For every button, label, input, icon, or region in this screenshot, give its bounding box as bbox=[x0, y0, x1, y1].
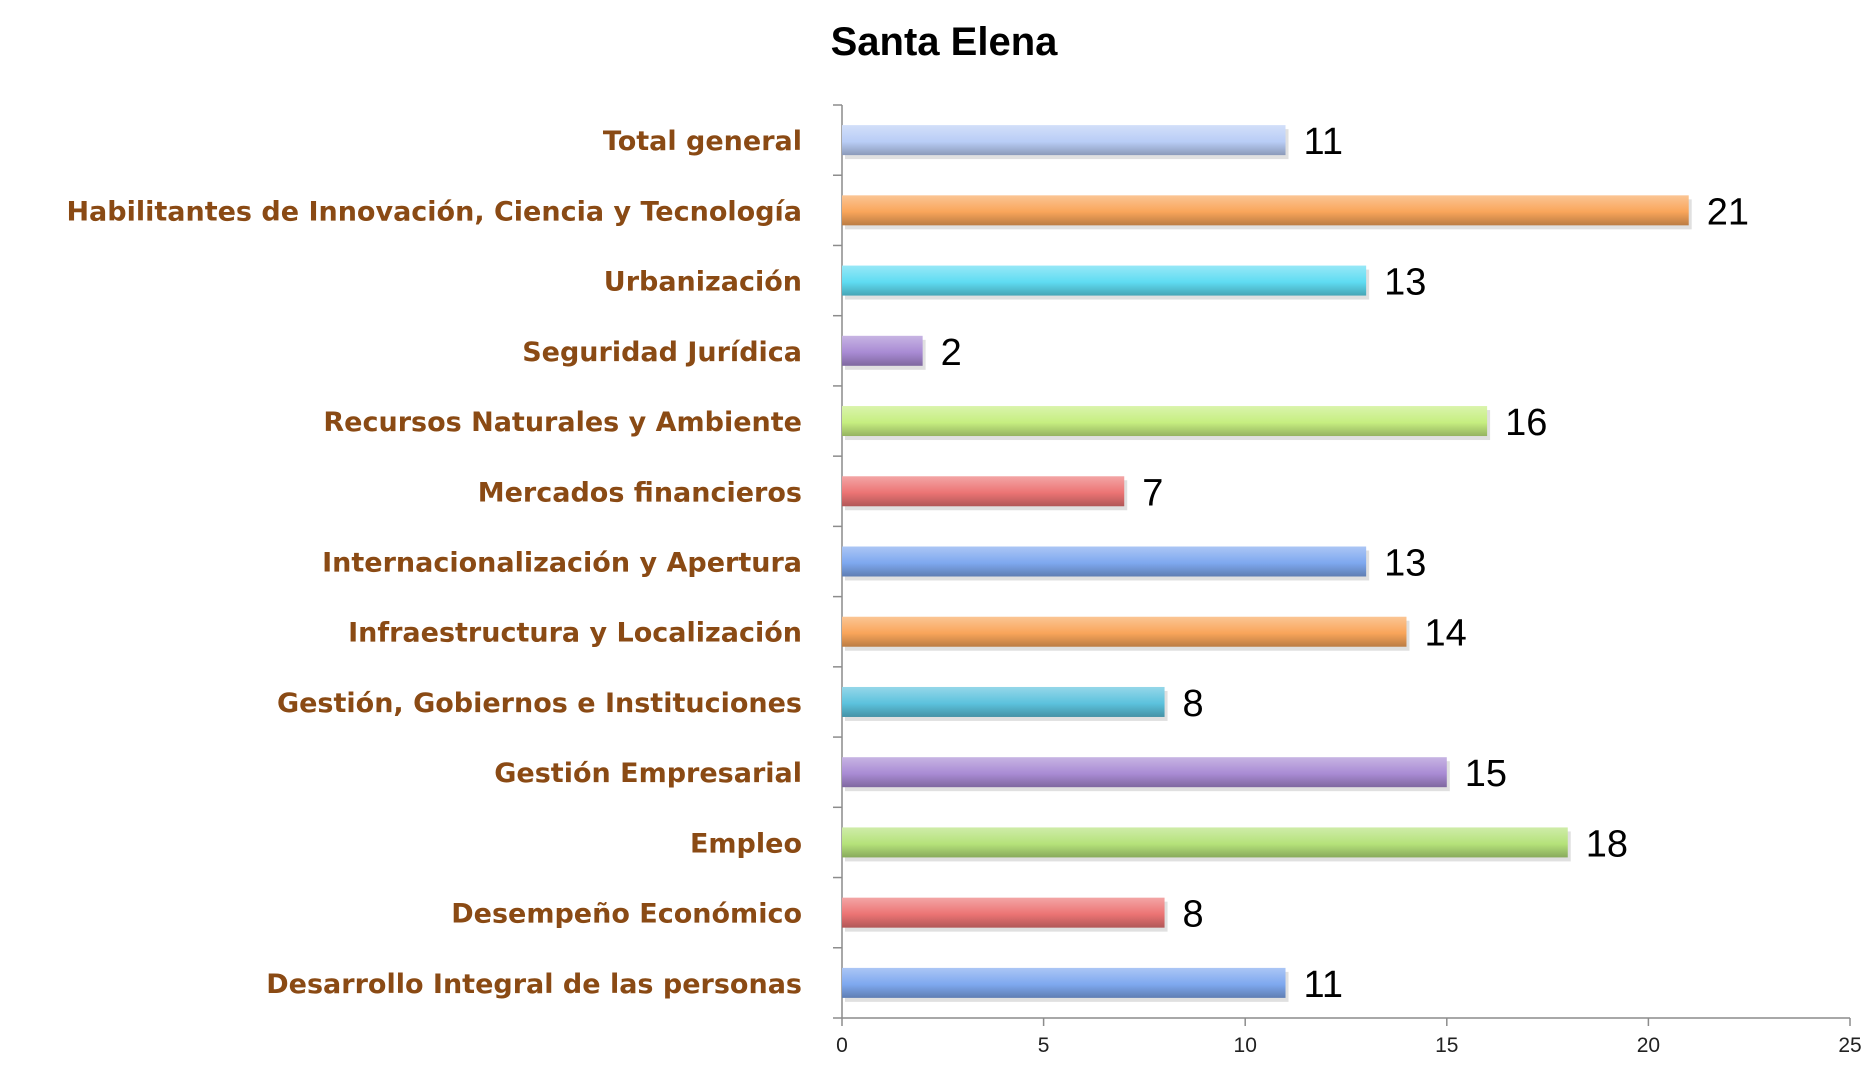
labels: 11 Total general 21 Habilitantes de Innovac… bbox=[66, 121, 1749, 1006]
category-label: Habilitantes de Innovación, Ciencia y Te… bbox=[66, 196, 802, 227]
bar bbox=[842, 546, 1367, 577]
data-label: 15 bbox=[1465, 753, 1507, 795]
bar bbox=[842, 616, 1407, 647]
category-label: Infraestructura y Localización bbox=[348, 618, 802, 649]
data-label: 2 bbox=[941, 332, 962, 374]
x-tick-label: 25 bbox=[1838, 1034, 1861, 1057]
category-label: Recursos Naturales y Ambiente bbox=[323, 407, 802, 438]
category-label: Internacionalización y Apertura bbox=[322, 548, 802, 579]
bar bbox=[842, 757, 1447, 788]
data-label: 11 bbox=[1304, 964, 1343, 1006]
data-label: 7 bbox=[1142, 472, 1163, 514]
bar bbox=[842, 406, 1488, 437]
bar bbox=[842, 265, 1367, 296]
category-label: Urbanización bbox=[604, 267, 802, 298]
x-tick-label: 5 bbox=[1038, 1034, 1050, 1057]
category-label: Empleo bbox=[690, 828, 802, 859]
data-label: 8 bbox=[1183, 683, 1204, 725]
data-label: 14 bbox=[1424, 613, 1466, 655]
x-tick-label: 0 bbox=[836, 1034, 848, 1057]
category-label: Desarrollo Integral de las personas bbox=[266, 969, 802, 1000]
bar bbox=[842, 125, 1286, 156]
data-label: 13 bbox=[1384, 262, 1426, 304]
bar bbox=[842, 686, 1165, 717]
bar bbox=[842, 967, 1286, 998]
category-label: Gestión, Gobiernos e Instituciones bbox=[277, 688, 802, 719]
data-label: 11 bbox=[1304, 121, 1343, 163]
category-label: Gestión Empresarial bbox=[494, 758, 802, 789]
bar bbox=[842, 897, 1165, 928]
data-label: 16 bbox=[1505, 402, 1547, 444]
x-tick-label: 15 bbox=[1435, 1034, 1458, 1057]
data-label: 21 bbox=[1707, 191, 1749, 233]
data-label: 8 bbox=[1183, 894, 1204, 936]
bar bbox=[842, 827, 1568, 858]
data-label: 18 bbox=[1586, 823, 1628, 865]
x-tick-label: 10 bbox=[1234, 1034, 1257, 1057]
x-tick-label: 20 bbox=[1637, 1034, 1660, 1057]
data-label: 13 bbox=[1384, 543, 1426, 585]
category-label: Desempeño Económico bbox=[451, 899, 802, 930]
axes: 0 5 10 15 20 25 bbox=[833, 104, 1862, 1057]
bars bbox=[842, 125, 1692, 1002]
bar bbox=[842, 195, 1689, 226]
chart-title: Santa Elena bbox=[831, 20, 1059, 64]
bar bbox=[842, 476, 1125, 507]
category-label: Mercados financieros bbox=[478, 477, 802, 508]
category-label: Total general bbox=[603, 126, 802, 157]
category-label: Seguridad Jurídica bbox=[522, 337, 802, 368]
bar bbox=[842, 335, 923, 366]
